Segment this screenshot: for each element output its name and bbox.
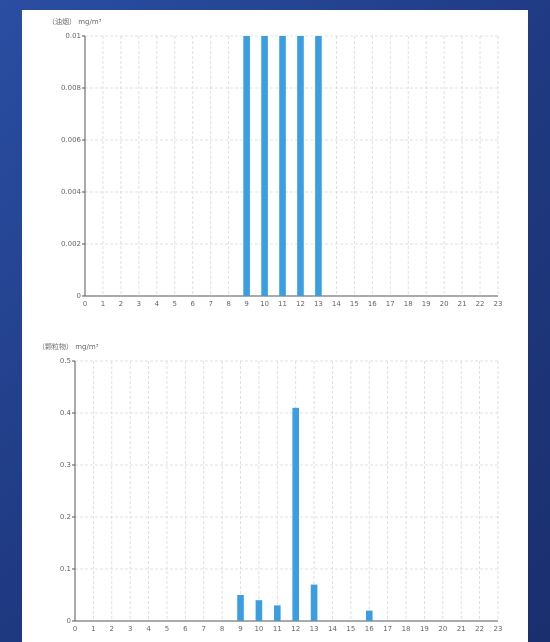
x-tick-label: 16 bbox=[368, 300, 377, 308]
x-tick-label: 21 bbox=[458, 300, 467, 308]
x-tick-label: 19 bbox=[420, 625, 429, 633]
x-tick-label: 22 bbox=[476, 300, 485, 308]
y-tick-label: 0.4 bbox=[60, 409, 72, 417]
y-tick-label: 0.1 bbox=[60, 565, 71, 573]
y-tick-label: 0.01 bbox=[65, 32, 81, 40]
x-tick-label: 0 bbox=[73, 625, 77, 633]
bar bbox=[279, 36, 286, 296]
x-tick-label: 1 bbox=[91, 625, 95, 633]
x-tick-label: 7 bbox=[202, 625, 206, 633]
x-tick-label: 3 bbox=[128, 625, 132, 633]
y-tick-label: 0.2 bbox=[60, 513, 71, 521]
x-tick-label: 15 bbox=[350, 300, 359, 308]
bar bbox=[365, 610, 373, 621]
y-tick-label: 0 bbox=[67, 617, 71, 625]
x-tick-label: 9 bbox=[238, 625, 242, 633]
x-tick-label: 15 bbox=[346, 625, 355, 633]
x-tick-label: 10 bbox=[260, 300, 269, 308]
x-tick-label: 2 bbox=[119, 300, 123, 308]
x-tick-label: 11 bbox=[278, 300, 287, 308]
x-tick-label: 16 bbox=[365, 625, 374, 633]
x-tick-label: 12 bbox=[291, 625, 300, 633]
y-tick-label: 0.006 bbox=[61, 136, 82, 144]
x-tick-label: 18 bbox=[402, 625, 411, 633]
x-tick-label: 1 bbox=[101, 300, 105, 308]
x-tick-label: 8 bbox=[220, 625, 224, 633]
y-tick-label: 0 bbox=[77, 292, 81, 300]
y-tick-label: 0.008 bbox=[61, 84, 81, 92]
x-tick-label: 17 bbox=[383, 625, 392, 633]
bar bbox=[310, 584, 318, 621]
x-tick-label: 4 bbox=[146, 625, 151, 633]
x-tick-label: 3 bbox=[137, 300, 141, 308]
bar bbox=[315, 36, 322, 296]
x-tick-label: 10 bbox=[254, 625, 263, 633]
x-tick-label: 23 bbox=[494, 300, 503, 308]
bar bbox=[261, 36, 268, 296]
x-tick-label: 14 bbox=[332, 300, 341, 308]
x-tick-label: 13 bbox=[314, 300, 323, 308]
bar bbox=[274, 605, 281, 621]
y-tick-label: 0.004 bbox=[61, 188, 82, 196]
x-tick-label: 5 bbox=[173, 300, 177, 308]
bar bbox=[292, 407, 299, 621]
x-tick-label: 17 bbox=[386, 300, 395, 308]
x-tick-label: 20 bbox=[440, 300, 449, 308]
x-tick-label: 6 bbox=[183, 625, 188, 633]
x-tick-label: 2 bbox=[110, 625, 114, 633]
x-tick-label: 4 bbox=[155, 300, 160, 308]
x-tick-label: 7 bbox=[208, 300, 212, 308]
x-tick-label: 13 bbox=[310, 625, 319, 633]
x-tick-label: 21 bbox=[457, 625, 466, 633]
bar bbox=[237, 595, 244, 621]
x-tick-label: 23 bbox=[494, 625, 503, 633]
x-tick-label: 12 bbox=[296, 300, 305, 308]
bar bbox=[255, 600, 263, 621]
x-tick-label: 0 bbox=[83, 300, 87, 308]
x-tick-label: 19 bbox=[422, 300, 431, 308]
x-tick-label: 6 bbox=[191, 300, 196, 308]
x-tick-label: 11 bbox=[273, 625, 282, 633]
x-tick-label: 14 bbox=[328, 625, 337, 633]
bar bbox=[243, 36, 250, 296]
x-tick-label: 20 bbox=[438, 625, 447, 633]
x-tick-label: 5 bbox=[165, 625, 169, 633]
y-tick-label: 0.002 bbox=[61, 240, 81, 248]
x-tick-label: 9 bbox=[244, 300, 248, 308]
panel bbox=[22, 10, 528, 642]
y-axis-label: （颗粒物） mg/m³ bbox=[38, 342, 99, 351]
x-tick-label: 22 bbox=[475, 625, 484, 633]
y-axis-label: （油烟） mg/m³ bbox=[48, 17, 102, 26]
y-tick-label: 0.3 bbox=[60, 461, 71, 469]
x-tick-label: 18 bbox=[404, 300, 413, 308]
y-tick-label: 0.5 bbox=[60, 357, 71, 365]
x-tick-label: 8 bbox=[226, 300, 230, 308]
bar bbox=[297, 36, 304, 296]
